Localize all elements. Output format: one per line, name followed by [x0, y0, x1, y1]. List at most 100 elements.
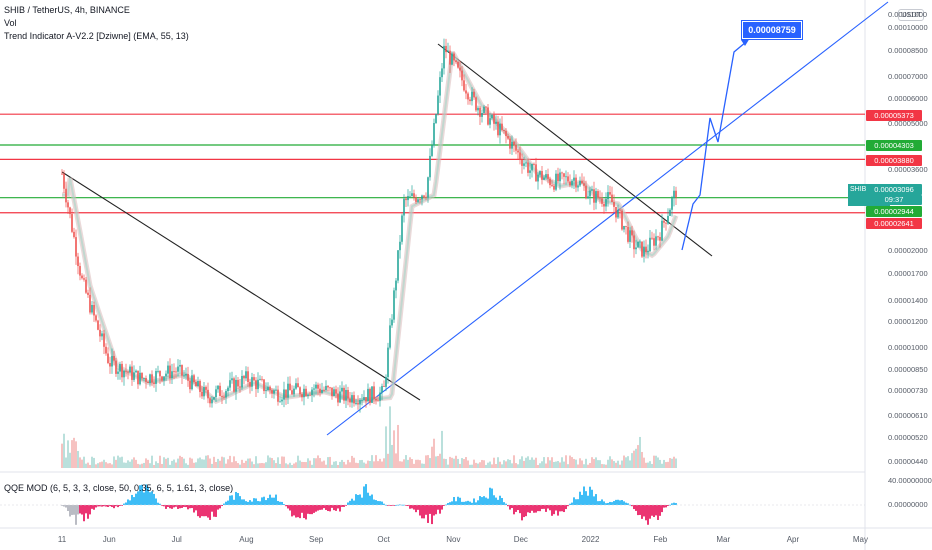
volume-bar	[435, 456, 437, 468]
qqe-bar	[341, 505, 343, 507]
volume-bar	[427, 455, 429, 468]
qqe-bar	[263, 496, 265, 505]
qqe-bar	[137, 491, 139, 505]
candle-body	[101, 333, 103, 337]
volume-bar	[81, 459, 83, 468]
candle-body	[479, 107, 481, 117]
candle-body	[93, 304, 95, 316]
volume-bar	[411, 459, 413, 468]
volume-bar	[117, 455, 119, 468]
candle-body	[521, 159, 523, 166]
volume-bar	[531, 457, 533, 468]
volume-bar	[89, 464, 91, 468]
candle-body	[601, 198, 603, 204]
volume-bar	[293, 463, 295, 468]
qqe-bar	[475, 502, 477, 505]
volume-bar	[95, 464, 97, 468]
candle-body	[119, 363, 121, 372]
qqe-bar	[573, 497, 575, 505]
qqe-bar	[277, 500, 279, 505]
qqe-bar	[133, 497, 135, 505]
qqe-bar	[301, 505, 303, 513]
candle-body	[639, 241, 641, 243]
candle-body	[585, 185, 587, 199]
qqe-legend: QQE MOD (6, 5, 3, 3, close, 50, 0.35, 6,…	[4, 483, 234, 493]
qqe-bar	[101, 505, 103, 507]
volume-bar	[253, 464, 255, 468]
qqe-bar	[515, 505, 517, 512]
qqe-bar	[369, 495, 371, 505]
candle-body	[177, 366, 179, 372]
time-tick-label: Nov	[446, 535, 461, 544]
candle-body	[499, 123, 501, 136]
volume-bar	[263, 463, 265, 468]
candle-body	[235, 379, 237, 392]
candle-body	[217, 385, 219, 390]
volume-bar	[669, 458, 671, 468]
volume-bar	[119, 457, 121, 468]
candle-body	[465, 90, 467, 94]
candle-body	[173, 371, 175, 373]
volume-bar	[273, 460, 275, 468]
volume-bar	[255, 456, 257, 468]
candle-body	[63, 173, 65, 189]
candle-body	[427, 177, 429, 198]
candle-body	[151, 374, 153, 383]
candle-body	[447, 50, 449, 53]
volume-bar	[327, 457, 329, 468]
candle-body	[205, 386, 207, 390]
qqe-bar	[561, 505, 563, 512]
volume-bar	[663, 459, 665, 468]
candle-body	[259, 378, 261, 380]
qqe-bar	[529, 505, 531, 513]
candle-body	[667, 215, 669, 224]
volume-bar	[569, 455, 571, 468]
currency-badge[interactable]: USDT	[898, 9, 925, 21]
candle-body	[141, 372, 143, 379]
qqe-bar	[297, 505, 299, 518]
qqe-bar	[99, 505, 101, 507]
volume-bar	[179, 455, 181, 468]
volume-bar	[593, 459, 595, 468]
volume-bar	[359, 460, 361, 468]
candle-body	[557, 173, 559, 182]
volume-bar	[655, 455, 657, 468]
qqe-bar	[243, 499, 245, 505]
qqe-bar	[479, 496, 481, 505]
volume-bar	[219, 460, 221, 468]
volume-bar	[421, 463, 423, 468]
candle-body	[365, 397, 367, 402]
qqe-bar	[211, 505, 213, 512]
volume-bar	[571, 457, 573, 468]
qqe-bar	[657, 505, 659, 520]
candle-body	[531, 163, 533, 171]
volume-bar	[83, 456, 85, 468]
candle-body	[409, 195, 411, 197]
qqe-bar	[217, 505, 219, 510]
volume-bar	[311, 464, 313, 468]
qqe-bar	[215, 505, 217, 517]
candle-body	[655, 236, 657, 246]
time-tick-label: Oct	[377, 535, 390, 544]
projection-arrowhead	[741, 38, 750, 46]
candle-body	[229, 380, 231, 388]
qqe-bar	[455, 501, 457, 505]
qqe-bar	[249, 500, 251, 505]
candle-body	[495, 121, 497, 124]
volume-bar	[245, 460, 247, 468]
volume-bar	[141, 463, 143, 468]
candle-body	[497, 121, 499, 136]
qqe-bar	[471, 502, 473, 505]
candle-body	[305, 388, 307, 397]
volume-bar	[379, 458, 381, 468]
candle-body	[343, 387, 345, 401]
volume-bar	[529, 459, 531, 468]
qqe-bar	[587, 495, 589, 505]
volume-bar	[519, 459, 521, 468]
qqe-bar	[95, 505, 97, 508]
candle-body	[319, 388, 321, 393]
volume-bar	[407, 459, 409, 468]
volume-bar	[567, 464, 569, 468]
candle-body	[309, 394, 311, 396]
